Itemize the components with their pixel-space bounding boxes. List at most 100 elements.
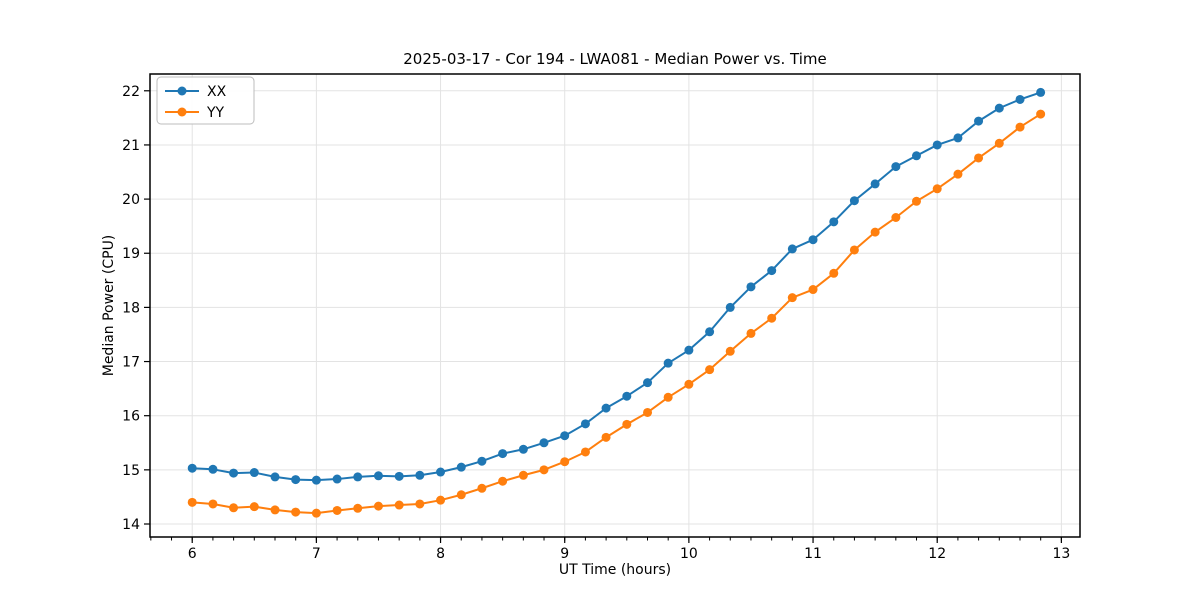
series-YY-point	[601, 432, 611, 442]
series-XX-point	[291, 475, 301, 485]
series-XX-point	[994, 103, 1004, 113]
y-tick-label: 16	[122, 409, 140, 425]
series-YY-point	[498, 476, 508, 486]
x-tick-label: 13	[1052, 546, 1070, 562]
y-tick-label: 18	[122, 300, 140, 316]
series-YY-point	[663, 392, 673, 402]
series-YY-point	[373, 501, 383, 511]
series-YY-point	[187, 497, 197, 507]
series-XX-point	[767, 266, 777, 276]
series-YY-point	[436, 495, 446, 505]
series-XX-point	[891, 162, 901, 172]
series-XX-point	[373, 471, 383, 481]
y-tick-label: 19	[122, 246, 140, 262]
series-YY-point	[891, 213, 901, 222]
series-YY-point	[746, 328, 756, 338]
x-tick-label: 8	[436, 546, 445, 562]
series-YY-point	[622, 419, 632, 429]
series-YY-point	[849, 245, 859, 255]
x-tick-label: 6	[188, 546, 197, 562]
series-YY-point	[477, 483, 487, 493]
legend-marker-xx	[177, 86, 187, 96]
series-YY-point	[808, 285, 818, 295]
series-XX-point	[725, 302, 735, 312]
series-XX-point	[229, 468, 239, 478]
series-XX-point	[787, 244, 797, 254]
series-YY-point	[994, 138, 1004, 148]
series-XX-point	[974, 116, 984, 126]
series-XX-point	[932, 140, 942, 150]
series-YY-point	[684, 379, 694, 389]
series-XX-point	[539, 438, 549, 448]
series-YY-point	[311, 508, 321, 518]
y-tick-label: 15	[122, 463, 140, 479]
series-XX-point	[643, 378, 653, 388]
axis-ticks: 6 7 8 9 10 11 12 13 14 15 16 17 18 19 20 21 22	[122, 84, 1070, 562]
legend: XX YY	[156, 76, 255, 125]
series-YY-point	[767, 313, 777, 323]
series-YY-point	[829, 268, 839, 278]
series-XX-point	[560, 431, 570, 441]
series-XX-point	[477, 456, 487, 466]
series-YY-point	[270, 505, 280, 515]
series-YY-point	[394, 500, 404, 510]
series-YY-point	[415, 499, 425, 509]
x-tick-label: 9	[560, 546, 569, 562]
series-YY-point	[705, 365, 715, 375]
series-YY-point	[291, 507, 301, 517]
series-XX-point	[953, 133, 963, 143]
series-XX-point	[415, 470, 425, 480]
series-XX-point	[808, 235, 818, 245]
series-YY-point	[229, 503, 239, 513]
plot-frame	[149, 73, 1081, 538]
series-XX-line	[191, 91, 1042, 482]
series-XX-point	[436, 467, 446, 477]
y-tick-label: 20	[122, 192, 140, 208]
series-XX-point	[1015, 94, 1025, 104]
series-XX-point	[249, 468, 259, 478]
series-XX-point	[849, 196, 859, 206]
series-YY-point	[208, 499, 218, 509]
series-XX-point	[580, 419, 590, 429]
series-YY-point	[725, 346, 735, 356]
x-tick-label: 12	[928, 546, 946, 562]
series-YY-point	[456, 490, 466, 500]
series-YY-line	[191, 113, 1042, 515]
series-XX-point	[353, 472, 363, 482]
series-XX-point	[208, 464, 218, 474]
y-tick-label: 17	[122, 355, 140, 371]
series-YY-point	[787, 293, 797, 303]
x-tick-label: 7	[312, 546, 321, 562]
series-XX-point	[187, 463, 197, 473]
legend-label-yy: YY	[206, 105, 225, 121]
series-XX-point	[394, 471, 404, 481]
series-XX-point	[601, 403, 611, 413]
series-YY-point	[560, 457, 570, 467]
series-XX-point	[870, 179, 880, 189]
x-axis-label: UT Time (hours)	[559, 562, 671, 578]
series-YY-point	[518, 470, 528, 480]
x-tick-label: 10	[680, 546, 698, 562]
grid	[150, 74, 1080, 537]
series-YY-point	[870, 227, 880, 237]
series-XX-point	[270, 472, 280, 482]
series-XX-point	[1036, 87, 1046, 97]
series-XX-point	[663, 358, 673, 368]
series-XX-point	[456, 462, 466, 472]
x-tick-label: 11	[804, 546, 822, 562]
series-XX-point	[911, 151, 921, 161]
series-YY-point	[1015, 122, 1025, 132]
series-XX-point	[622, 391, 632, 401]
series-YY-point	[643, 407, 653, 417]
series-YY-point	[353, 503, 363, 513]
series-YY-point	[974, 153, 984, 163]
series-XX-point	[829, 217, 839, 227]
series-XX-point	[746, 282, 756, 292]
series-YY-point	[953, 169, 963, 179]
y-tick-label: 21	[122, 138, 140, 154]
series-XX-point	[332, 474, 342, 484]
series-YY-point	[580, 447, 590, 457]
series-YY-point	[932, 184, 942, 194]
